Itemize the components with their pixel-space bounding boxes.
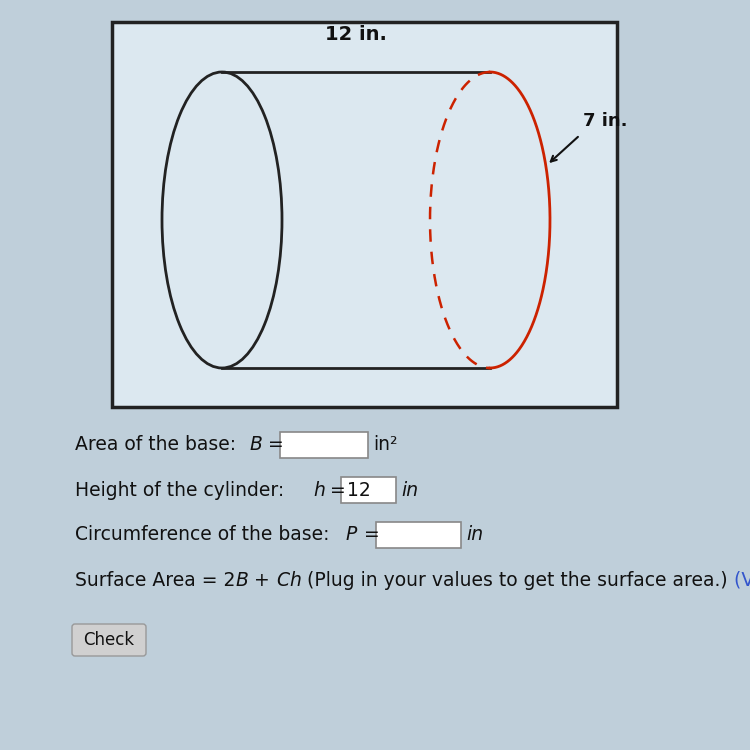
Text: Surface Area = 2: Surface Area = 2 xyxy=(75,571,236,590)
Bar xyxy=(376,522,461,548)
Bar xyxy=(112,22,617,407)
Text: 12: 12 xyxy=(347,481,370,500)
Text: h: h xyxy=(313,481,325,500)
Text: in²: in² xyxy=(373,436,398,454)
Text: =: = xyxy=(324,481,346,500)
Text: in: in xyxy=(401,481,418,500)
Text: 12 in.: 12 in. xyxy=(325,25,387,44)
Text: B: B xyxy=(236,571,248,590)
Text: P: P xyxy=(346,526,357,544)
Text: h: h xyxy=(290,571,301,590)
Text: Height of the cylinder:: Height of the cylinder: xyxy=(75,481,290,500)
Text: =: = xyxy=(358,526,380,544)
Bar xyxy=(280,432,368,458)
Bar xyxy=(341,477,396,503)
FancyBboxPatch shape xyxy=(72,624,146,656)
Text: (View answer): (View answer) xyxy=(734,571,750,590)
Text: Circumference of the base:: Circumference of the base: xyxy=(75,526,335,544)
Text: Area of the base:: Area of the base: xyxy=(75,436,242,454)
Text: +: + xyxy=(248,571,276,590)
Text: Check: Check xyxy=(83,631,134,649)
Text: (Plug in your values to get the surface area.): (Plug in your values to get the surface … xyxy=(301,571,734,590)
Text: B: B xyxy=(250,436,262,454)
Text: =: = xyxy=(262,436,284,454)
Text: 7 in.: 7 in. xyxy=(583,112,628,130)
Text: C: C xyxy=(276,571,290,590)
Text: in: in xyxy=(466,526,483,544)
